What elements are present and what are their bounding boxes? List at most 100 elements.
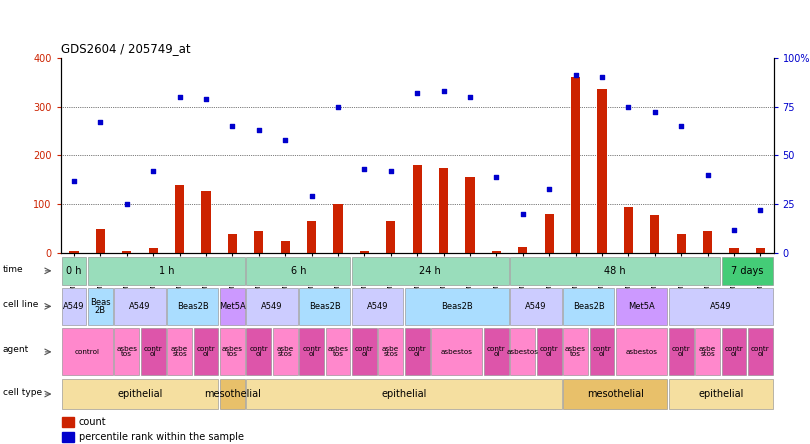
Bar bbox=[246, 329, 271, 375]
Text: count: count bbox=[79, 416, 106, 427]
Text: contr
ol: contr ol bbox=[249, 346, 268, 357]
Bar bbox=[148, 248, 158, 253]
Text: contr
ol: contr ol bbox=[197, 346, 215, 357]
Bar bbox=[616, 329, 667, 375]
Point bbox=[463, 93, 476, 100]
Bar bbox=[669, 379, 773, 409]
Text: contr
ol: contr ol bbox=[487, 346, 505, 357]
Bar bbox=[537, 329, 561, 375]
Text: Met5A: Met5A bbox=[629, 302, 655, 311]
Text: 7 days: 7 days bbox=[731, 266, 763, 276]
Point bbox=[569, 72, 582, 79]
Text: asbes
tos: asbes tos bbox=[565, 346, 586, 357]
Text: A549: A549 bbox=[63, 302, 85, 311]
Text: mesothelial: mesothelial bbox=[204, 389, 261, 399]
Bar bbox=[62, 416, 74, 427]
Point bbox=[94, 119, 107, 126]
Point bbox=[648, 109, 661, 116]
Point bbox=[595, 74, 608, 81]
Point bbox=[727, 226, 740, 233]
Text: cell line: cell line bbox=[3, 300, 38, 309]
Bar bbox=[220, 329, 245, 375]
Text: Beas2B: Beas2B bbox=[573, 302, 604, 311]
Text: contr
ol: contr ol bbox=[593, 346, 612, 357]
Bar bbox=[722, 257, 773, 285]
Text: 48 h: 48 h bbox=[604, 266, 626, 276]
Text: GDS2604 / 205749_at: GDS2604 / 205749_at bbox=[61, 43, 190, 56]
Point bbox=[226, 123, 239, 130]
Text: 6 h: 6 h bbox=[291, 266, 306, 276]
Text: asbe
stos: asbe stos bbox=[699, 346, 716, 357]
Text: 24 h: 24 h bbox=[420, 266, 441, 276]
Text: A549: A549 bbox=[367, 302, 388, 311]
Text: time: time bbox=[3, 265, 23, 274]
Text: asbes
tos: asbes tos bbox=[327, 346, 348, 357]
Bar bbox=[405, 288, 509, 325]
Bar bbox=[465, 178, 475, 253]
Bar bbox=[676, 234, 686, 253]
Bar bbox=[510, 257, 720, 285]
Bar bbox=[510, 288, 561, 325]
Bar bbox=[62, 432, 74, 442]
Bar bbox=[273, 329, 297, 375]
Bar bbox=[96, 229, 105, 253]
Bar bbox=[334, 204, 343, 253]
Text: Beas
2B: Beas 2B bbox=[90, 298, 111, 315]
Text: asbe
stos: asbe stos bbox=[171, 346, 188, 357]
Point bbox=[516, 210, 529, 218]
Text: asbestos: asbestos bbox=[441, 349, 473, 355]
Bar bbox=[360, 251, 369, 253]
Bar bbox=[386, 222, 395, 253]
Bar bbox=[228, 234, 237, 253]
Text: mesothelial: mesothelial bbox=[586, 389, 644, 399]
Point bbox=[384, 167, 397, 174]
Text: epithelial: epithelial bbox=[382, 389, 427, 399]
Bar bbox=[299, 329, 324, 375]
Text: contr
ol: contr ol bbox=[539, 346, 559, 357]
Bar bbox=[563, 288, 614, 325]
Text: A549: A549 bbox=[130, 302, 151, 311]
Bar bbox=[62, 329, 113, 375]
Bar bbox=[280, 241, 290, 253]
Point bbox=[147, 167, 160, 174]
Bar bbox=[88, 288, 113, 325]
Bar bbox=[202, 190, 211, 253]
Text: Beas2B: Beas2B bbox=[309, 302, 341, 311]
Bar bbox=[484, 329, 509, 375]
Bar bbox=[167, 329, 192, 375]
Bar bbox=[650, 215, 659, 253]
Text: percentile rank within the sample: percentile rank within the sample bbox=[79, 432, 244, 442]
Bar bbox=[695, 329, 720, 375]
Bar bbox=[669, 288, 773, 325]
Text: contr
ol: contr ol bbox=[143, 346, 163, 357]
Text: epithelial: epithelial bbox=[117, 389, 163, 399]
Bar bbox=[624, 207, 633, 253]
Text: contr
ol: contr ol bbox=[725, 346, 744, 357]
Bar bbox=[352, 257, 509, 285]
Bar bbox=[220, 379, 245, 409]
Bar bbox=[246, 257, 351, 285]
Bar bbox=[194, 329, 219, 375]
Text: contr
ol: contr ol bbox=[671, 346, 690, 357]
Bar bbox=[352, 329, 377, 375]
Bar bbox=[571, 77, 580, 253]
Bar bbox=[756, 248, 765, 253]
Bar bbox=[722, 329, 746, 375]
Bar bbox=[62, 379, 219, 409]
Text: A549: A549 bbox=[261, 302, 283, 311]
Point bbox=[199, 95, 212, 102]
Text: asbe
stos: asbe stos bbox=[276, 346, 294, 357]
Point bbox=[437, 87, 450, 95]
Bar bbox=[563, 329, 588, 375]
Text: contr
ol: contr ol bbox=[355, 346, 373, 357]
Text: 0 h: 0 h bbox=[66, 266, 82, 276]
Text: asbe
stos: asbe stos bbox=[382, 346, 399, 357]
Text: Beas2B: Beas2B bbox=[177, 302, 209, 311]
Point bbox=[120, 201, 133, 208]
Bar bbox=[703, 231, 712, 253]
Bar bbox=[167, 288, 219, 325]
Text: A549: A549 bbox=[525, 302, 547, 311]
Bar bbox=[307, 222, 316, 253]
Bar bbox=[141, 329, 165, 375]
Bar bbox=[729, 248, 739, 253]
